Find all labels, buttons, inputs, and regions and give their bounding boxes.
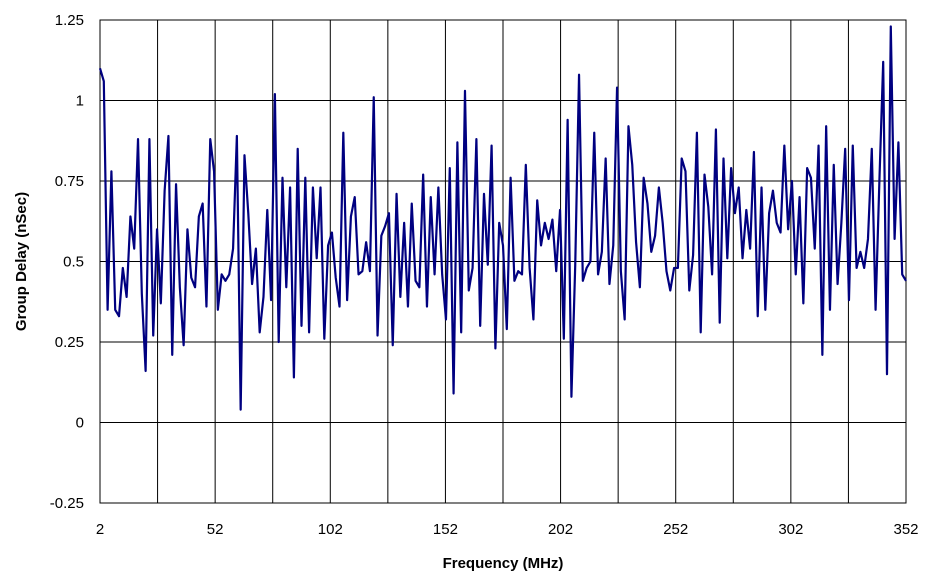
y-tick-label: 0.75 [55, 173, 84, 190]
x-tick-label: 302 [778, 521, 803, 538]
x-tick-label: 152 [433, 521, 458, 538]
plot-area-frame [99, 19, 907, 504]
x-tick-label: 52 [207, 521, 224, 538]
x-tick-label: 352 [893, 521, 918, 538]
y-tick-label: 1 [76, 93, 84, 110]
x-tick-label: 202 [548, 521, 573, 538]
y-tick-label: 1.25 [55, 12, 84, 29]
x-tick-label: 2 [96, 521, 104, 538]
x-axis-title: Frequency (MHz) [443, 555, 564, 572]
x-tick-label: 252 [663, 521, 688, 538]
y-tick-label: 0.25 [55, 334, 84, 351]
y-tick-label: 0 [76, 415, 84, 432]
y-tick-labels: -0.25 0 0.25 0.5 0.75 1 1.25 [50, 12, 84, 512]
y-tick-label: -0.25 [50, 495, 84, 512]
x-tick-label: 102 [318, 521, 343, 538]
y-axis-title: Group Delay (nSec) [13, 192, 30, 331]
y-tick-label: 0.5 [63, 254, 84, 271]
series-line [98, 25, 907, 411]
x-tick-labels: 2 52 102 152 202 252 302 352 [96, 521, 919, 538]
